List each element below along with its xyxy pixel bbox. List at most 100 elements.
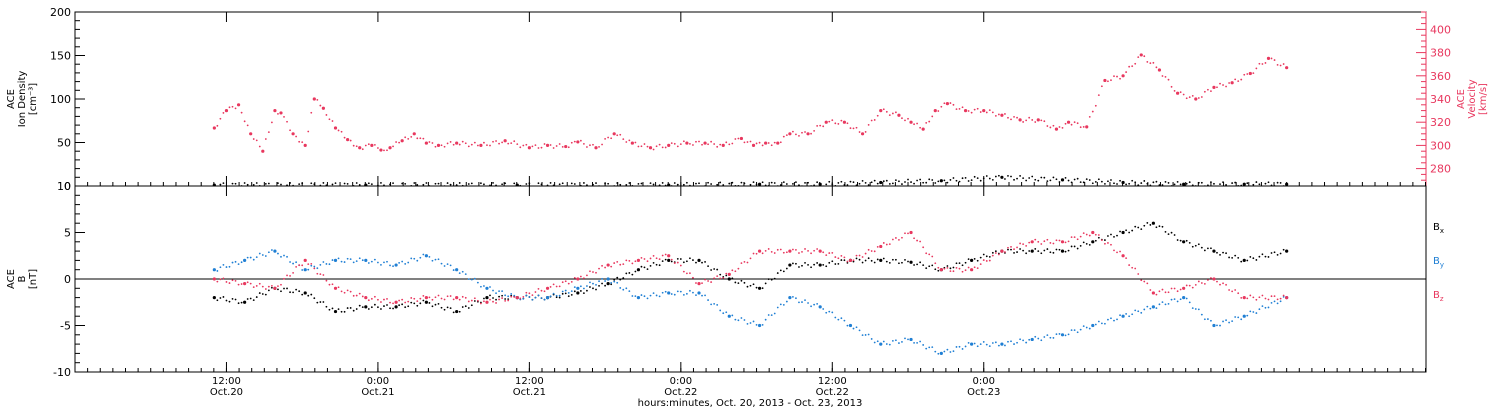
data-dot bbox=[601, 264, 603, 267]
data-dot bbox=[219, 117, 222, 120]
data-dot bbox=[404, 182, 407, 185]
data-dot bbox=[410, 135, 413, 138]
data-dot bbox=[798, 266, 800, 268]
data-dot bbox=[307, 263, 310, 265]
data-dot bbox=[979, 343, 982, 346]
data-dot bbox=[561, 182, 564, 185]
data-dot bbox=[746, 261, 749, 264]
data-dot bbox=[543, 298, 546, 301]
data-dot bbox=[604, 137, 607, 140]
data-dot bbox=[373, 258, 376, 261]
data-dot bbox=[749, 140, 752, 143]
data-dot bbox=[440, 262, 443, 265]
data-dot bbox=[316, 301, 319, 304]
data-dot bbox=[1273, 300, 1276, 303]
data-dot bbox=[931, 179, 934, 181]
data-point bbox=[909, 230, 913, 235]
data-dot bbox=[310, 293, 313, 296]
data-dot bbox=[492, 289, 494, 292]
data-dot bbox=[937, 352, 940, 355]
data-dot bbox=[1188, 284, 1191, 287]
data-dot bbox=[1104, 242, 1106, 245]
data-point bbox=[970, 268, 974, 272]
data-dot bbox=[416, 137, 419, 140]
data-dot bbox=[770, 181, 773, 184]
data-dot bbox=[540, 146, 543, 149]
data-dot bbox=[749, 183, 752, 186]
data-dot bbox=[489, 298, 491, 301]
data-point bbox=[606, 263, 610, 267]
data-dot bbox=[1270, 57, 1273, 60]
data-dot bbox=[994, 175, 997, 178]
data-dot bbox=[1022, 249, 1025, 252]
data-dot bbox=[816, 262, 819, 264]
data-dot bbox=[1237, 292, 1240, 295]
data-dot bbox=[864, 181, 867, 184]
data-dot bbox=[467, 145, 470, 148]
data-dot bbox=[1004, 251, 1006, 253]
data-dot bbox=[1104, 239, 1106, 241]
data-dot bbox=[1025, 341, 1028, 344]
data-dot bbox=[531, 294, 534, 297]
data-dot bbox=[498, 298, 500, 301]
left-axis-label-line: [cm⁻³] bbox=[28, 83, 39, 115]
data-point bbox=[1285, 249, 1289, 253]
data-point bbox=[897, 113, 901, 117]
data-dot bbox=[840, 317, 843, 320]
data-dot bbox=[428, 296, 431, 299]
data-dot bbox=[228, 300, 231, 303]
data-dot bbox=[1137, 226, 1140, 229]
data-dot bbox=[464, 273, 467, 276]
data-dot bbox=[837, 257, 840, 260]
data-dot bbox=[655, 145, 658, 148]
data-dot bbox=[1028, 177, 1031, 179]
data-dot bbox=[949, 267, 952, 270]
data-dot bbox=[507, 299, 510, 302]
data-dot bbox=[1013, 115, 1015, 118]
data-dot bbox=[873, 179, 876, 182]
data-dot bbox=[255, 182, 258, 184]
data-dot bbox=[894, 179, 897, 182]
data-dot bbox=[1058, 333, 1061, 335]
data-dot bbox=[1013, 178, 1015, 181]
data-dot bbox=[785, 251, 788, 254]
right-axis-label: ACE Velocity [km/s] bbox=[1456, 79, 1489, 118]
data-dot bbox=[1025, 244, 1028, 247]
data-dot bbox=[885, 110, 888, 113]
data-dot bbox=[449, 307, 452, 310]
data-dot bbox=[749, 257, 752, 260]
data-dot bbox=[785, 300, 788, 303]
data-point bbox=[1194, 97, 1198, 101]
data-point bbox=[818, 249, 822, 253]
data-dot bbox=[982, 253, 985, 256]
data-dot bbox=[410, 301, 413, 304]
data-dot bbox=[446, 295, 449, 298]
data-dot bbox=[1155, 293, 1158, 296]
data-point bbox=[648, 146, 653, 150]
data-point bbox=[788, 132, 792, 136]
data-dot bbox=[619, 133, 622, 136]
data-dot bbox=[994, 114, 997, 117]
right-axis-label-line: Velocity bbox=[1467, 79, 1478, 118]
data-dot bbox=[258, 145, 261, 148]
data-dot bbox=[1185, 182, 1188, 185]
data-dot bbox=[628, 290, 631, 292]
data-dot bbox=[1158, 290, 1161, 293]
data-dot bbox=[522, 186, 524, 188]
data-dot bbox=[325, 305, 328, 308]
data-dot bbox=[985, 343, 988, 346]
data-dot bbox=[570, 293, 573, 296]
data-point bbox=[1182, 296, 1186, 300]
data-dot bbox=[946, 348, 949, 351]
data-dot bbox=[567, 282, 570, 285]
data-dot bbox=[870, 119, 873, 122]
data-dot bbox=[367, 262, 370, 264]
data-dot bbox=[316, 272, 319, 275]
data-dot bbox=[1282, 295, 1285, 298]
data-dot bbox=[346, 182, 349, 185]
data-dot bbox=[1249, 310, 1252, 313]
data-dot bbox=[931, 264, 934, 267]
data-dot bbox=[652, 148, 655, 151]
data-dot bbox=[731, 314, 734, 317]
data-point bbox=[1182, 182, 1186, 186]
